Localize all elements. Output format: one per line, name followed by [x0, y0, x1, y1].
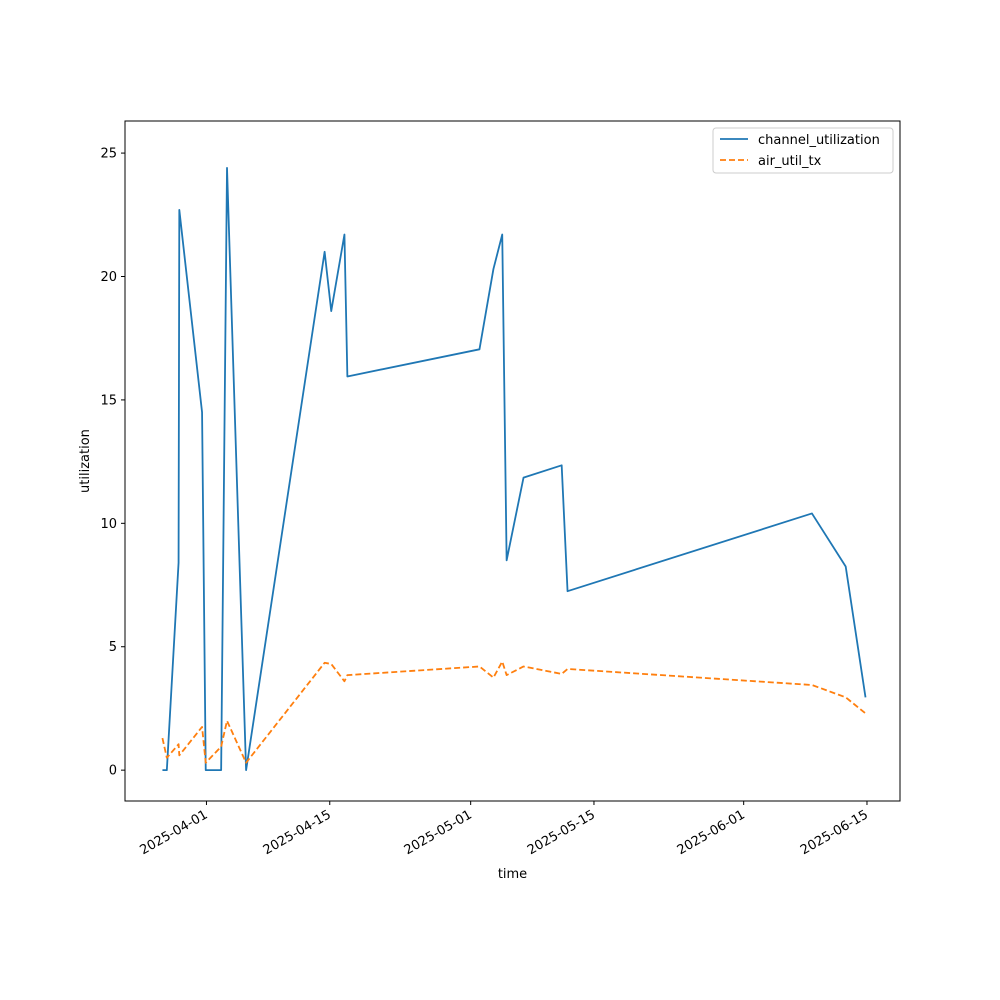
x-tick-label: 2025-04-15 — [261, 807, 334, 858]
series-line-channel_utilization — [162, 167, 867, 772]
x-tick-label: 2025-05-15 — [525, 807, 598, 858]
y-tick-label: 0 — [109, 764, 117, 779]
axes: 0 5 10 15 20 25 2025-04-01 2025-04-15 2025-05-01… — [100, 120, 901, 858]
plot-area — [161, 167, 867, 772]
series-line-air_util_tx — [161, 660, 867, 764]
legend-box — [712, 127, 894, 174]
y-axis-label: utilization — [78, 429, 93, 493]
y-tick-label: 5 — [109, 640, 117, 655]
x-tick-label: 2025-04-01 — [138, 807, 211, 858]
legend-label-channel_utilization: channel_utilization — [758, 133, 880, 148]
y-tick-label: 20 — [100, 270, 117, 285]
y-tick-label: 25 — [100, 147, 117, 162]
y-tick-label: 15 — [100, 393, 117, 408]
plot-frame — [124, 120, 901, 802]
x-tick-label: 2025-06-01 — [675, 807, 748, 858]
legend-label-air_util_tx: air_util_tx — [758, 154, 822, 169]
y-tick-label: 10 — [100, 517, 117, 532]
x-tick-label: 2025-05-01 — [402, 807, 475, 858]
x-tick-label: 2025-06-15 — [798, 807, 871, 858]
x-axis-label: time — [498, 867, 527, 882]
legend: channel_utilization air_util_tx — [712, 127, 894, 174]
